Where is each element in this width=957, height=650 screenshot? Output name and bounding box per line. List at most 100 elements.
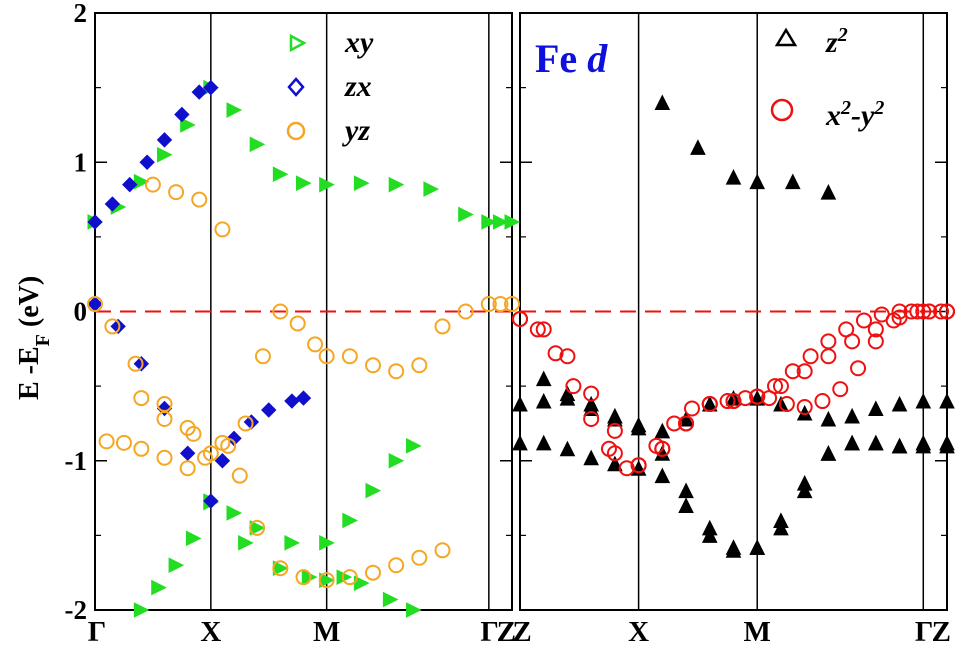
series-x-y- — [512, 303, 955, 477]
data-point — [365, 482, 382, 499]
data-point — [606, 445, 623, 462]
data-point — [844, 333, 861, 350]
data-point — [133, 390, 150, 407]
kpoint-label: Z — [932, 616, 951, 648]
data-point — [749, 388, 766, 405]
data-point — [284, 393, 300, 409]
data-point — [820, 333, 837, 350]
data-point — [683, 400, 700, 417]
data-point — [157, 146, 173, 163]
data-point — [254, 348, 271, 365]
data-point — [850, 360, 867, 377]
data-point — [104, 196, 121, 212]
data-point — [701, 519, 718, 536]
data-point — [820, 410, 837, 427]
data-point — [179, 445, 196, 461]
data-point — [133, 356, 150, 372]
data-point — [411, 357, 428, 374]
data-point — [203, 79, 219, 96]
data-point — [737, 390, 754, 407]
data-point — [618, 460, 635, 477]
data-point — [915, 392, 932, 409]
data-point — [512, 310, 528, 327]
data-point — [110, 318, 126, 335]
kpoint-label: Γ — [480, 616, 498, 648]
data-point — [296, 175, 312, 191]
data-point — [214, 434, 231, 451]
kpoint-label: X — [200, 616, 221, 648]
data-point — [583, 385, 600, 402]
data-point — [307, 336, 324, 353]
data-point — [406, 438, 422, 454]
data-point — [867, 333, 884, 350]
data-point — [214, 221, 231, 238]
data-point — [606, 422, 623, 439]
data-point — [725, 393, 742, 410]
data-point — [179, 460, 196, 477]
data-point — [701, 396, 718, 413]
data-point — [583, 410, 600, 427]
data-point — [559, 348, 576, 365]
data-point — [423, 181, 440, 197]
data-point — [457, 303, 474, 320]
data-point — [249, 519, 266, 536]
data-point — [868, 434, 884, 451]
data-point — [342, 512, 358, 529]
data-point — [104, 318, 121, 335]
data-point — [237, 415, 254, 432]
data-point — [341, 569, 358, 586]
legend-right: z2 x2-y2 — [770, 24, 884, 132]
data-point — [226, 505, 243, 521]
data-point — [749, 173, 766, 190]
data-point — [144, 176, 161, 193]
y-tick-label: 1 — [74, 147, 88, 177]
fe-d-panel-label: Fe d — [535, 36, 608, 81]
data-point — [504, 214, 521, 230]
data-point — [481, 214, 497, 230]
data-point — [909, 303, 926, 320]
data-point — [630, 457, 647, 474]
data-point — [434, 542, 451, 559]
data-point — [535, 321, 552, 338]
data-point — [238, 535, 254, 551]
data-point — [168, 557, 185, 574]
data-point — [480, 296, 497, 313]
data-point — [295, 390, 312, 406]
data-point — [492, 296, 509, 313]
data-point — [87, 296, 103, 313]
data-point — [272, 560, 289, 577]
data-point — [678, 497, 694, 514]
data-point — [654, 440, 671, 457]
data-point — [767, 378, 784, 395]
data-point — [630, 419, 647, 436]
data-point — [127, 355, 144, 372]
kpoint-label: M — [313, 616, 340, 648]
panel-2: Z X M ΓZ — [512, 12, 955, 648]
data-point — [388, 557, 405, 574]
data-point — [122, 176, 138, 193]
data-point — [249, 136, 266, 153]
data-point — [365, 357, 381, 374]
data-point — [891, 309, 908, 326]
data-point — [406, 602, 422, 618]
data-point — [382, 591, 399, 608]
data-point — [844, 434, 860, 451]
kpoint-label: Z — [512, 616, 531, 648]
data-point — [666, 415, 683, 432]
data-point — [915, 437, 932, 454]
data-point — [318, 348, 335, 365]
data-point — [802, 348, 819, 365]
data-point — [873, 306, 890, 323]
legend-xy-marker — [289, 33, 307, 53]
legend-left: xy zx yz — [286, 26, 374, 147]
data-point — [820, 183, 837, 200]
data-point — [535, 392, 552, 409]
data-point — [388, 363, 405, 380]
legend-yz-label: yz — [342, 114, 370, 147]
data-point — [289, 315, 306, 332]
data-point — [933, 303, 950, 320]
data-point — [559, 440, 576, 457]
data-point — [318, 572, 335, 589]
data-point — [284, 535, 301, 551]
data-point — [87, 214, 103, 230]
